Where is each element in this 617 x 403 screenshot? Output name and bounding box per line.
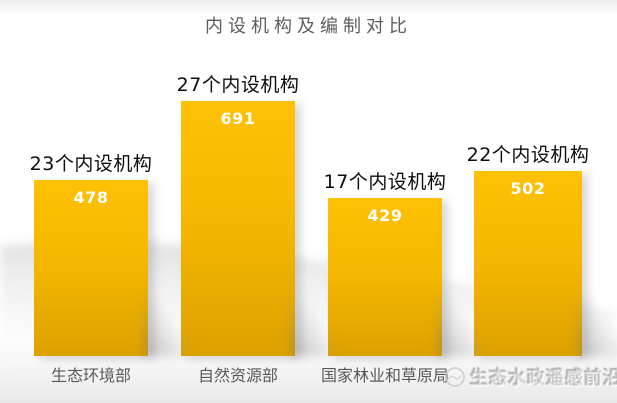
bar: 429	[328, 198, 442, 356]
bar-group: 17个内设机构 429	[324, 0, 446, 356]
bar-annotation: 22个内设机构	[466, 144, 590, 167]
bar-cast-shadow	[291, 294, 337, 356]
bar-value-label: 691	[220, 109, 256, 128]
watermark: 生态水政遥感前沿	[444, 364, 617, 390]
bar: 478	[34, 180, 148, 356]
plot-area: 23个内设机构 478 27个内设机构 691 17个内设机构 429 22个内…	[30, 0, 617, 356]
watermark-text: 生态水政遥感前沿	[470, 368, 617, 389]
chart-title: 内设机构及编制对比	[205, 16, 412, 37]
category-label: 自然资源部	[197, 366, 278, 385]
bar: 691	[181, 101, 295, 356]
bar-cast-shadow	[438, 294, 484, 356]
bar-annotation: 27个内设机构	[176, 74, 300, 97]
bar-group: 23个内设机构 478	[30, 0, 152, 356]
bar-value-label: 502	[510, 179, 546, 198]
bar-annotation: 23个内设机构	[29, 153, 153, 176]
bar-group: 27个内设机构 691	[177, 0, 299, 356]
bar-value-label: 478	[73, 188, 109, 207]
bar-cast-shadow	[578, 294, 617, 356]
bar-cast-shadow	[144, 294, 190, 356]
watermark-logo-icon	[445, 367, 465, 387]
bar-annotation: 17个内设机构	[323, 171, 447, 194]
bar-value-label: 429	[367, 206, 403, 225]
bar-group: 22个内设机构 502	[467, 0, 589, 356]
category-label: 生态环境部	[50, 366, 131, 385]
bar: 502	[474, 171, 582, 356]
category-label: 国家林业和草原局	[320, 366, 449, 385]
